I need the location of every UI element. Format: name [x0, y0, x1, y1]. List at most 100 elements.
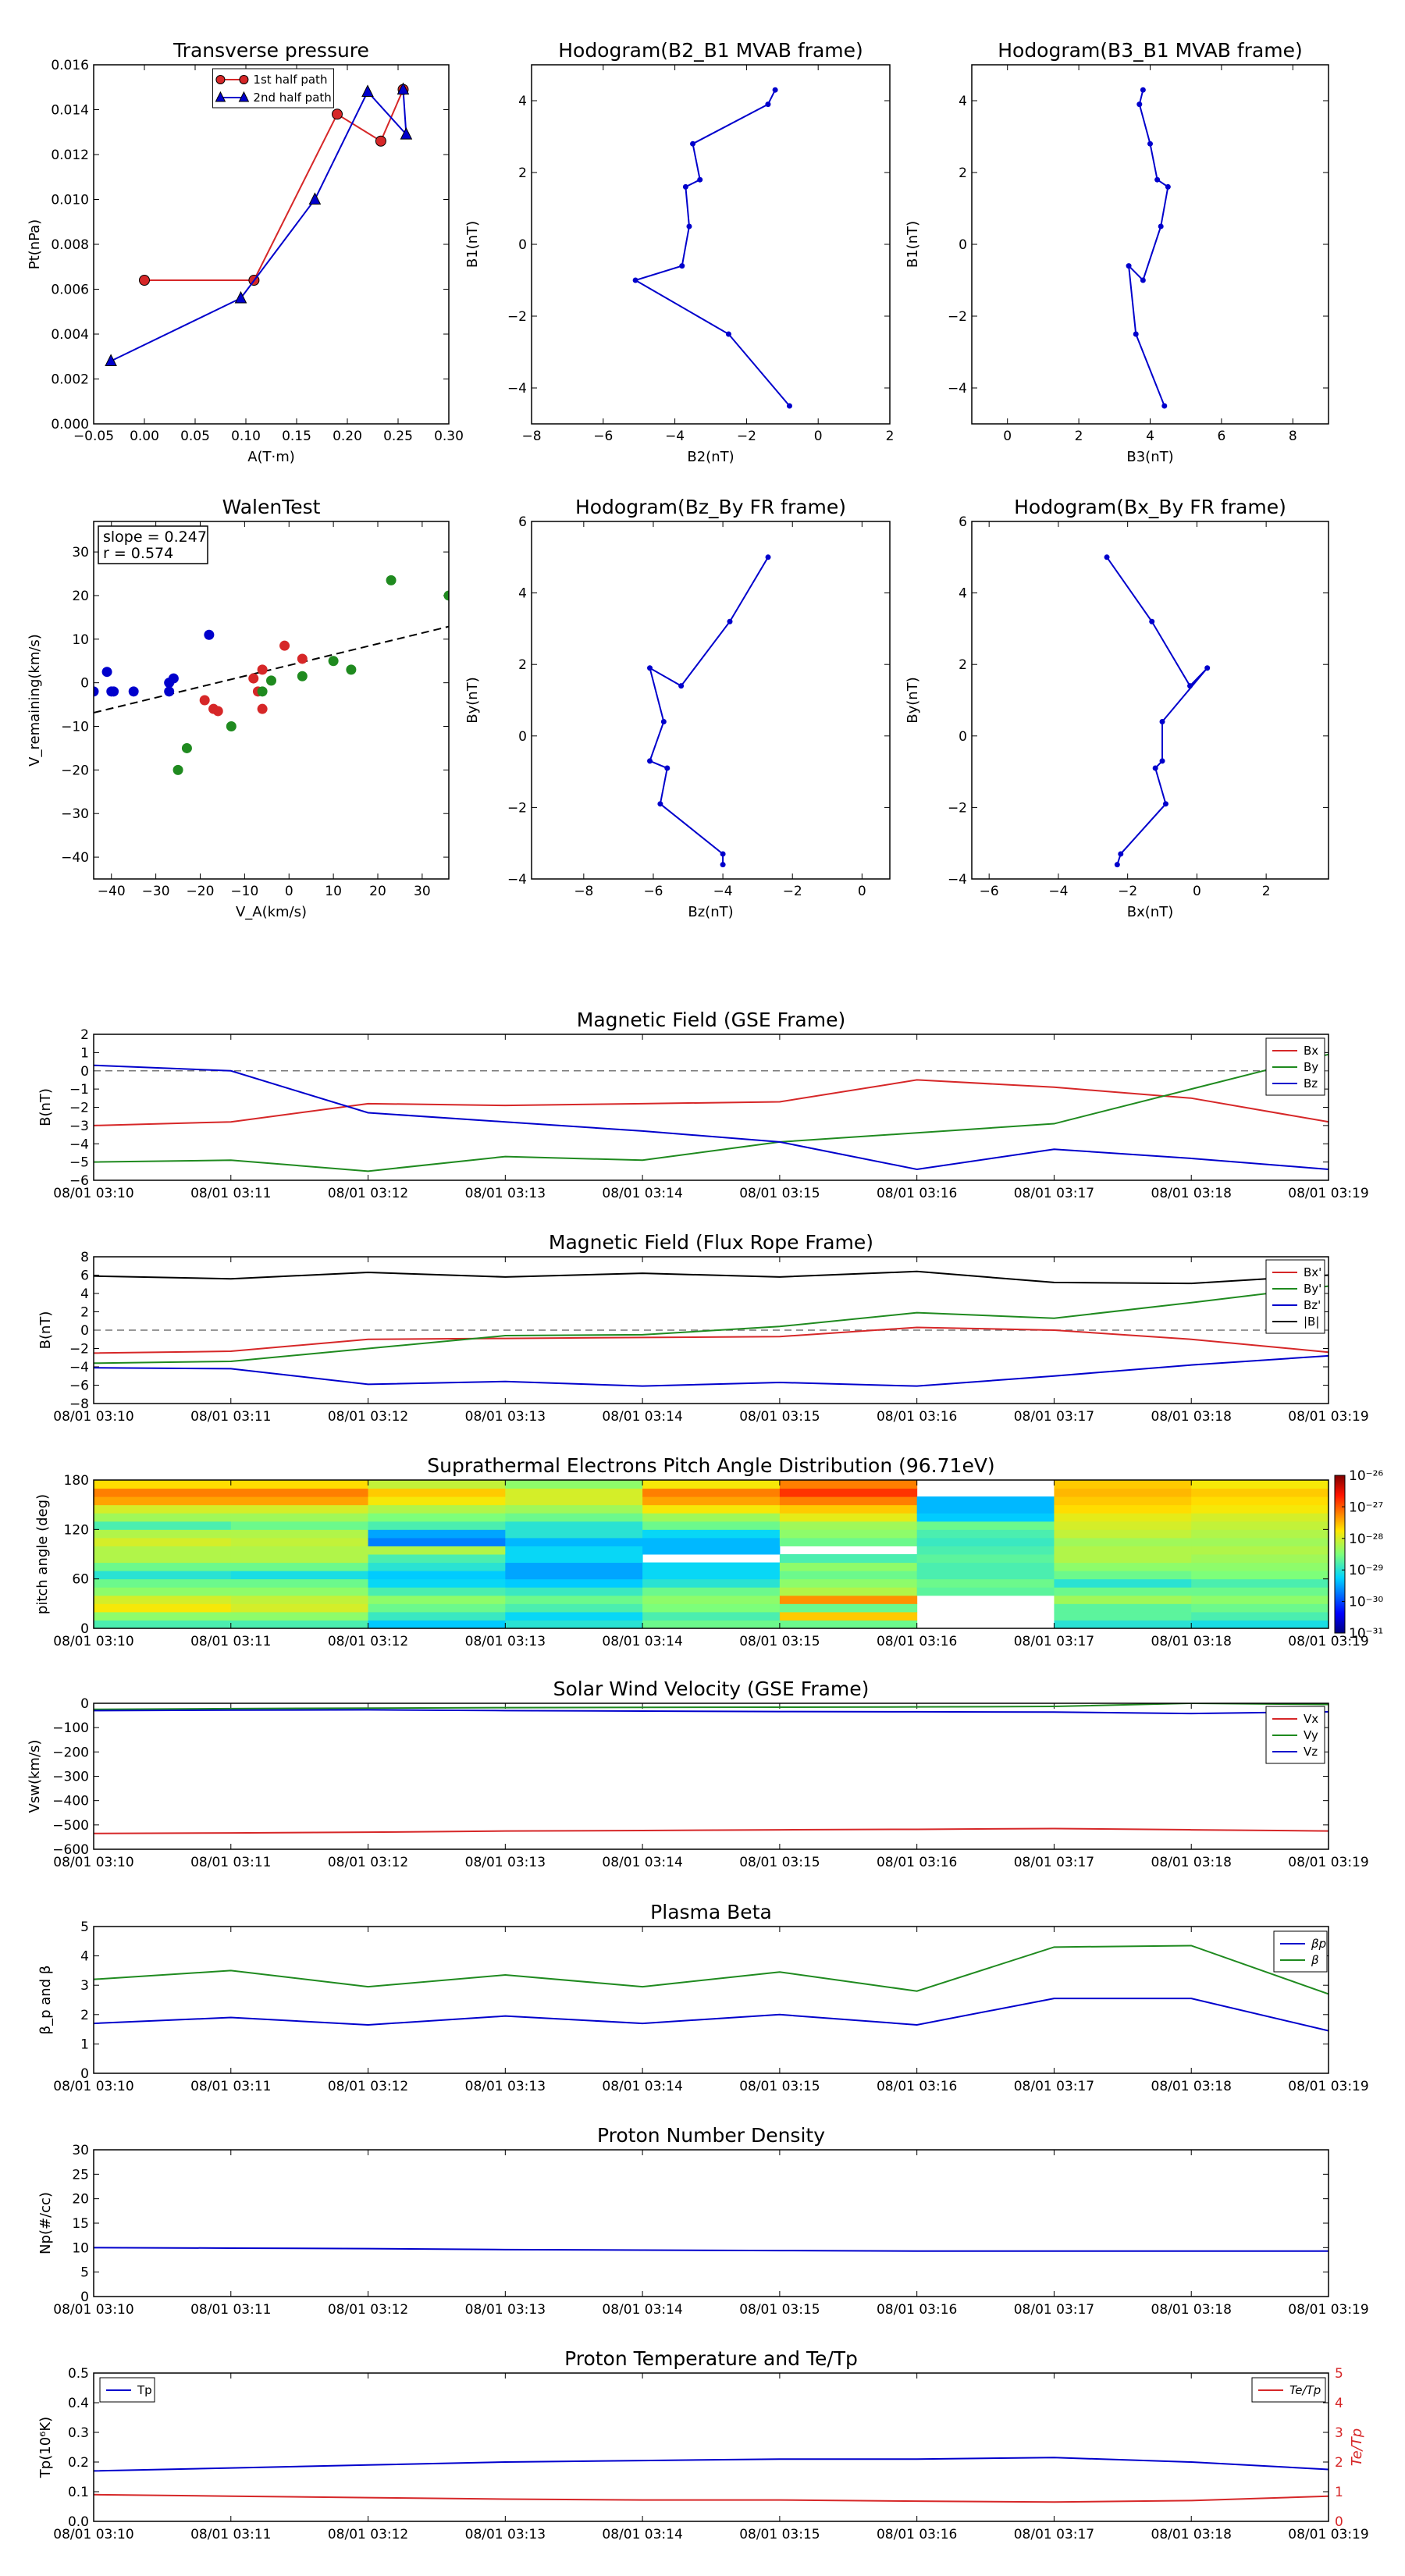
pad-cell	[916, 1562, 1055, 1571]
pad-cell	[94, 1546, 232, 1555]
vsw-legend-label: Vx	[1304, 1712, 1318, 1726]
walen-xtick-label: −20	[187, 884, 215, 899]
walen-data-point	[443, 590, 449, 601]
bfr-ytick-label: 6	[80, 1268, 89, 1284]
hodo2-series-line	[1127, 89, 1169, 407]
bfr-xtick-label: 08/01 03:15	[739, 1409, 820, 1425]
pad-cell	[779, 1529, 918, 1539]
pad-colorbar-label: 10⁻²⁷	[1349, 1500, 1383, 1515]
hodo3-data-point	[720, 851, 726, 857]
walen-data-point	[128, 686, 139, 697]
pad-xtick-label: 08/01 03:14	[602, 1634, 682, 1649]
np-xtick-label: 08/01 03:18	[1151, 2302, 1232, 2318]
np-xtick-label: 08/01 03:13	[465, 2302, 546, 2318]
tp-legend-label: Tp	[137, 2383, 152, 2397]
bgse-series-bz-line	[94, 1064, 1329, 1170]
hodo4-ytick-label: 4	[959, 586, 967, 602]
hodo2-ytick-label: −2	[948, 309, 967, 325]
beta-xtick-label: 08/01 03:16	[877, 2079, 957, 2094]
vsw-ytick-label: −500	[52, 1818, 89, 1834]
tp-ytick-label: 0.1	[68, 2485, 89, 2500]
hodo2-xlabel: B3(nT)	[1126, 449, 1173, 465]
tp-xtick-label: 08/01 03:14	[602, 2527, 682, 2542]
tp-xtick-label: 08/01 03:13	[465, 2527, 546, 2542]
tp-ytick-label: 0.3	[68, 2425, 89, 2441]
bgse-ytick-label: 2	[80, 1027, 89, 1043]
bgse-ytick-label: −5	[69, 1155, 89, 1171]
hodo2-data-point	[1140, 277, 1146, 283]
tp-y2label: Te/Tp	[1349, 2428, 1365, 2466]
hodo2-data-point	[1133, 331, 1139, 337]
pad-cell	[779, 1504, 918, 1514]
pt-ytick-label: 0.014	[51, 103, 89, 119]
pad-cell	[1191, 1562, 1329, 1571]
pad-cell	[230, 1480, 369, 1489]
bfr-series-bz-line	[94, 1354, 1329, 1387]
bfr-legend-label: By'	[1304, 1282, 1321, 1296]
tp-panel: 0.0 0.1 0.2 0.3 0.4 0.5 Proton Temperature and…	[37, 2347, 1369, 2542]
tp-ytick-label: 0.2	[68, 2455, 89, 2471]
pt-plot-area	[105, 82, 413, 366]
hodo3-title: Hodogram(Bz_By FR frame)	[575, 496, 846, 518]
pt-panel: −0.05 0.00 0.05 0.10 0.15 0.20 0.25 0.30 0.000 0.…	[27, 39, 464, 465]
pad-cell	[230, 1587, 369, 1596]
bgse-xtick-label: 08/01 03:12	[328, 1186, 408, 1201]
pad-cell	[230, 1488, 369, 1497]
pad-cell	[505, 1521, 643, 1530]
hodo3-data-point	[678, 683, 685, 689]
pad-cell	[230, 1554, 369, 1564]
pt-ytick-label: 0.004	[51, 327, 89, 343]
pad-cell	[1191, 1611, 1329, 1621]
tp-title: Proton Temperature and Te/Tp	[564, 2347, 858, 2370]
hodo2-frame	[971, 64, 1329, 425]
pad-cell	[779, 1488, 918, 1497]
pt-data-point	[234, 290, 247, 304]
hodo4-xtick-label: −2	[1118, 884, 1137, 899]
pad-cell	[368, 1620, 506, 1629]
hodo1-plot-area	[632, 87, 792, 409]
bfr-series-by-line	[94, 1285, 1329, 1364]
beta-ytick-label: 2	[80, 2008, 89, 2023]
pt-legend: 1st half path 2nd half path	[212, 68, 334, 109]
tp-ylabel: Tp(10⁶K)	[37, 2417, 54, 2478]
vsw-panel: −600 −500 −400 −300 −200 −100 0 Solar Wind Velo…	[27, 1678, 1369, 1870]
beta-xtick-label: 08/01 03:15	[739, 2079, 820, 2094]
np-xtick-label: 08/01 03:14	[602, 2302, 682, 2318]
pad-cell	[1191, 1496, 1329, 1506]
walen-data-point	[173, 764, 183, 775]
pt-legend-label: 2nd half path	[253, 91, 331, 105]
pad-ytick-label: 180	[64, 1473, 89, 1489]
pad-cell	[1054, 1529, 1192, 1539]
bgse-xtick-label: 08/01 03:19	[1288, 1186, 1368, 1201]
bfr-ytick-label: 4	[80, 1286, 89, 1302]
vsw-xtick-label: 08/01 03:14	[602, 1855, 682, 1870]
pad-cell	[368, 1603, 506, 1613]
hodo1-ytick-label: 2	[518, 165, 527, 181]
hodo3-xtick-label: −8	[574, 884, 593, 899]
pad-cell	[642, 1595, 781, 1604]
hodo3-plot-area	[647, 554, 771, 868]
pad-cell	[368, 1529, 506, 1539]
hodo3-ylabel: By(nT)	[464, 677, 481, 723]
pad-cell	[1054, 1496, 1192, 1506]
pad-cell	[779, 1578, 918, 1588]
np-xtick-label: 08/01 03:15	[739, 2302, 820, 2318]
pad-cell	[779, 1562, 918, 1571]
vsw-ytick-label: −600	[52, 1842, 89, 1858]
hodo4-xtick-label: −6	[980, 884, 999, 899]
hodo4-data-point	[1162, 801, 1168, 807]
pad-cell	[916, 1521, 1055, 1530]
tp-xtick-label: 08/01 03:18	[1151, 2527, 1232, 2542]
walen-fit-line	[94, 625, 449, 713]
vsw-ytick-label: −300	[52, 1770, 89, 1785]
tp-xtick-label: 08/01 03:11	[190, 2527, 271, 2542]
np-series-np-line	[94, 2247, 1329, 2252]
bgse-ytick-label: −1	[69, 1082, 89, 1098]
hodo1-series-line	[633, 89, 791, 407]
pad-cell	[779, 1554, 918, 1564]
walen-data-point	[266, 675, 276, 686]
pad-colorbar: 10⁻²⁶ 10⁻²⁷ 10⁻²⁸ 10⁻²⁹ 10⁻³⁰ 10⁻³¹	[1334, 1468, 1383, 1642]
hodo4-ytick-label: −2	[948, 800, 967, 816]
pad-cell	[368, 1488, 506, 1497]
walen-annotation-line: slope = 0.247	[103, 528, 207, 546]
